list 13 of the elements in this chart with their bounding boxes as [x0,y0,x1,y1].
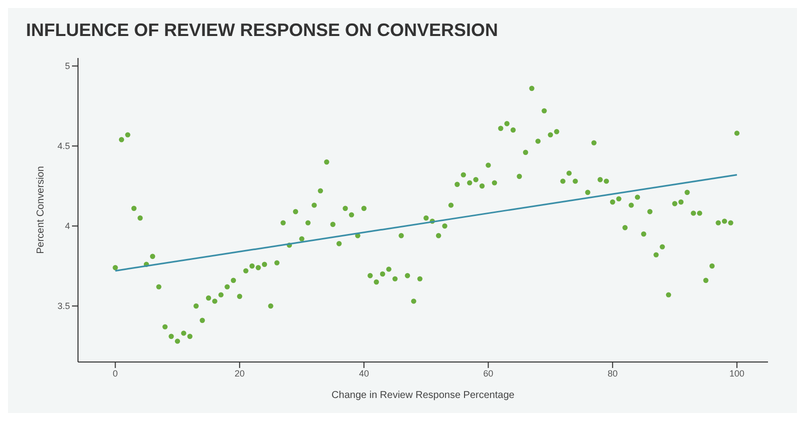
y-tick-label: 5 [64,61,70,72]
y-axis-title: Percent Conversion [36,166,47,254]
x-tick-label: 80 [608,368,618,378]
x-axis-title: Change in Review Response Percentage [332,390,515,401]
y-tick-label: 4.5 [57,141,70,152]
y-tick-label: 3.5 [57,301,70,312]
x-tick-label: 20 [234,368,245,378]
x-tick-label: 40 [358,368,369,378]
x-tick-label: 100 [729,368,744,378]
x-tick-label: 0 [112,368,118,378]
y-tick-label: 4 [64,221,70,232]
x-tick-label: 60 [483,368,494,378]
chart-title: INFLUENCE OF REVIEW RESPONSE ON CONVERSION [26,20,498,41]
